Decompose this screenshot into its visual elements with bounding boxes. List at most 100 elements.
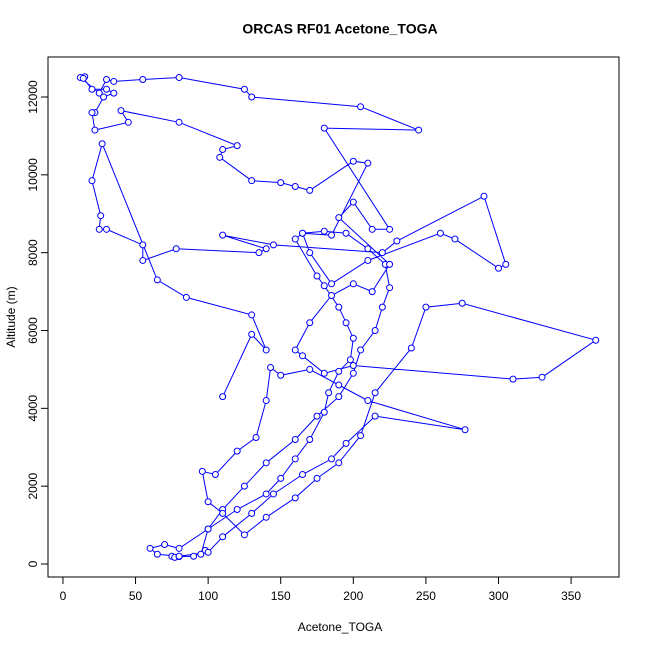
point	[240, 482, 248, 490]
point	[219, 146, 227, 154]
point	[219, 393, 227, 401]
point	[328, 231, 336, 239]
point	[98, 140, 106, 148]
point	[219, 533, 227, 541]
point	[97, 212, 105, 220]
point	[461, 426, 469, 434]
point	[139, 75, 147, 83]
point	[328, 455, 336, 463]
point	[335, 367, 343, 375]
point	[240, 531, 248, 539]
point	[269, 490, 277, 498]
point	[313, 272, 321, 280]
point	[357, 346, 365, 354]
y-tick-label: 8000	[26, 239, 40, 266]
point	[161, 541, 169, 549]
point	[313, 412, 321, 420]
point	[349, 198, 357, 206]
point	[240, 85, 248, 93]
x-tick-label: 50	[129, 589, 143, 603]
point	[248, 177, 256, 185]
point	[371, 412, 379, 420]
x-tick-label: 250	[416, 589, 436, 603]
point	[248, 509, 256, 517]
point	[88, 85, 96, 93]
point	[91, 126, 99, 134]
point	[197, 550, 205, 558]
x-axis-label: Acetone_TOGA	[298, 620, 383, 634]
point	[175, 74, 183, 82]
point	[335, 303, 343, 311]
plot-frame	[47, 56, 620, 578]
point	[146, 544, 154, 552]
point	[175, 544, 183, 552]
x-tick-label: 0	[60, 589, 67, 603]
x-tick-label: 300	[488, 589, 508, 603]
y-tick-label: 6000	[26, 317, 40, 344]
point	[211, 470, 219, 478]
point	[248, 311, 256, 319]
point	[204, 548, 212, 556]
point	[175, 118, 183, 126]
point	[368, 288, 376, 296]
point	[103, 225, 111, 233]
point	[335, 214, 343, 222]
point	[306, 435, 314, 443]
point	[342, 439, 350, 447]
point	[233, 142, 241, 150]
point	[291, 346, 299, 354]
point	[291, 435, 299, 443]
point	[357, 103, 365, 111]
point	[262, 490, 270, 498]
point	[291, 183, 299, 191]
point	[346, 356, 354, 364]
point	[371, 389, 379, 397]
point	[103, 85, 111, 93]
point	[349, 362, 357, 370]
x-tick-label: 350	[561, 589, 581, 603]
point	[95, 89, 103, 97]
point	[262, 397, 270, 405]
point	[291, 494, 299, 502]
point	[139, 241, 147, 249]
point	[349, 334, 357, 342]
point	[480, 192, 488, 200]
point	[88, 177, 96, 185]
point	[422, 303, 430, 311]
point	[320, 227, 328, 235]
point	[313, 474, 321, 482]
point	[219, 231, 227, 239]
point	[299, 352, 307, 360]
point	[328, 291, 336, 299]
point	[364, 256, 372, 264]
point	[277, 371, 285, 379]
point	[95, 225, 103, 233]
point	[153, 550, 161, 558]
point	[175, 552, 183, 560]
point	[248, 330, 256, 338]
point	[172, 245, 180, 253]
point	[252, 434, 260, 442]
point	[306, 186, 314, 194]
point	[277, 474, 285, 482]
point	[342, 319, 350, 327]
point	[248, 93, 256, 101]
point	[204, 525, 212, 533]
point	[262, 513, 270, 521]
point	[269, 241, 277, 249]
point	[378, 303, 386, 311]
x-tick-label: 100	[198, 589, 218, 603]
point	[306, 319, 314, 327]
point	[386, 225, 394, 233]
point	[349, 157, 357, 165]
point	[509, 375, 517, 383]
trajectory-line	[79, 76, 597, 558]
point	[320, 124, 328, 132]
point	[216, 153, 224, 161]
point	[357, 432, 365, 440]
point	[262, 245, 270, 253]
point	[291, 455, 299, 463]
point	[190, 552, 198, 560]
point	[407, 344, 415, 352]
point	[233, 447, 241, 455]
